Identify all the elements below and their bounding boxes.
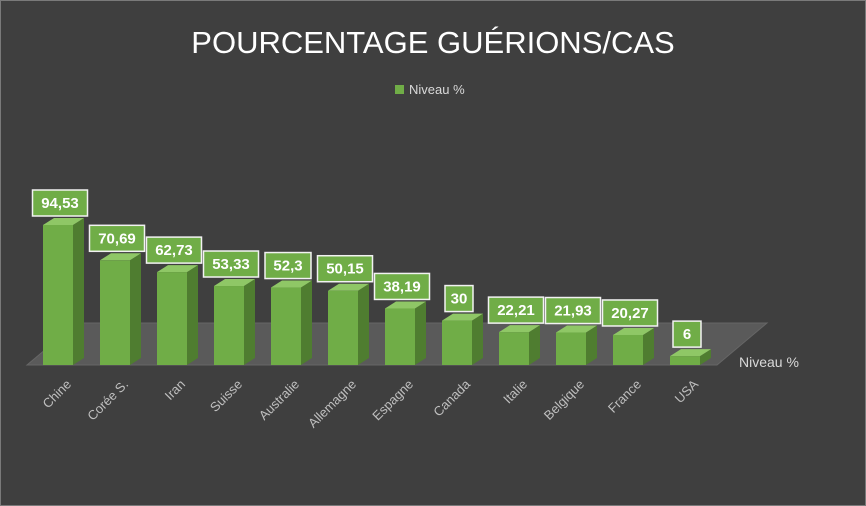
bar-top — [100, 253, 141, 261]
bar-top — [271, 280, 312, 288]
x-tick-label: Canada — [430, 376, 473, 419]
data-label: 53,33 — [212, 256, 250, 273]
bar-5: 52,3 — [264, 251, 312, 365]
bar-8: 30 — [442, 284, 483, 365]
data-label: 62,73 — [155, 242, 193, 259]
x-tick-label: Espagne — [369, 377, 416, 424]
bar-11: 20,27 — [601, 299, 659, 365]
bar-12: 6 — [670, 320, 711, 365]
bar-2: 70,69 — [88, 224, 146, 365]
bar-side — [643, 327, 654, 365]
bar-front — [613, 334, 643, 365]
x-tick-label: France — [605, 377, 644, 416]
bar-front — [385, 308, 415, 365]
bar-front — [214, 286, 244, 365]
data-label-box — [316, 254, 374, 283]
data-label-box — [672, 320, 702, 348]
bar-side — [73, 218, 84, 365]
data-label-box — [202, 250, 260, 278]
bar-front — [43, 225, 73, 365]
data-label: 20,27 — [611, 305, 649, 322]
data-label: 30 — [451, 291, 468, 308]
bar-top — [328, 283, 369, 291]
bar-side — [244, 279, 255, 365]
bar-front — [271, 287, 301, 365]
x-tick-label: Corée S. — [84, 377, 131, 424]
data-label: 70,69 — [98, 230, 136, 247]
data-label-box — [444, 284, 474, 313]
chart-title: POURCENTAGE GUÉRIONS/CAS — [191, 25, 674, 60]
x-tick-label: Chine — [39, 377, 74, 412]
bar-side — [529, 325, 540, 365]
bar-side — [415, 301, 426, 365]
x-tick-label: Suisse — [207, 377, 245, 415]
data-label-box — [373, 272, 431, 301]
bar-top — [670, 349, 711, 357]
bar-front — [442, 320, 472, 365]
bar-front — [157, 272, 187, 365]
data-label: 21,93 — [554, 303, 592, 320]
bar-6: 50,15 — [316, 254, 374, 365]
data-label: 50,15 — [326, 261, 364, 278]
bar-3: 62,73 — [145, 236, 203, 365]
bar-front — [100, 260, 130, 365]
bar-side — [187, 265, 198, 365]
bar-front — [328, 290, 358, 365]
bar-side — [301, 280, 312, 365]
bar-4: 53,33 — [202, 250, 260, 365]
data-label: 6 — [683, 326, 691, 343]
data-label-box — [88, 224, 146, 253]
data-label: 52,3 — [273, 258, 302, 275]
x-tick-label: Iran — [162, 377, 188, 403]
bar-top — [499, 325, 540, 333]
depth-axis-label: Niveau % — [739, 354, 799, 370]
bar-side — [358, 283, 369, 365]
bar-1: 94,53 — [31, 189, 89, 365]
data-label: 94,53 — [41, 195, 79, 212]
data-label-box — [487, 296, 545, 324]
bar-side — [130, 253, 141, 365]
bar-side — [472, 313, 483, 365]
data-label-box — [145, 236, 203, 264]
legend-swatch — [395, 85, 404, 94]
bar-9: 22,21 — [487, 296, 545, 365]
bar-top — [157, 265, 198, 273]
data-label-box — [31, 189, 89, 217]
bar-top — [43, 218, 84, 225]
legend: Niveau % — [395, 82, 465, 97]
bar-side — [700, 349, 711, 365]
x-tick-label: USA — [672, 376, 702, 406]
bar-10: 21,93 — [544, 296, 602, 365]
bar-front — [556, 332, 586, 365]
plot-area: 94,53 Chine 70,69 Corée S. 62,73 Iran 53,33 Sui… — [25, 189, 769, 431]
bar-top — [385, 301, 426, 309]
x-tick-label: Italie — [500, 377, 530, 407]
data-label: 38,19 — [383, 278, 421, 295]
legend-label: Niveau % — [409, 82, 465, 97]
bar-top — [556, 325, 597, 333]
x-tick-label: Allemagne — [305, 377, 359, 431]
bar-front — [499, 332, 529, 365]
x-tick-label: Australie — [256, 377, 302, 423]
bar-7: 38,19 — [373, 272, 431, 365]
data-label-box — [601, 299, 659, 327]
data-label: 22,21 — [497, 302, 535, 319]
data-label-box — [264, 251, 312, 280]
bar-top — [613, 327, 654, 335]
bar-top — [214, 279, 255, 287]
bar-front — [670, 356, 700, 365]
x-tick-label: Belgique — [541, 377, 587, 423]
data-label-box — [544, 296, 602, 325]
bar-top — [442, 313, 483, 321]
bar-side — [586, 325, 597, 365]
